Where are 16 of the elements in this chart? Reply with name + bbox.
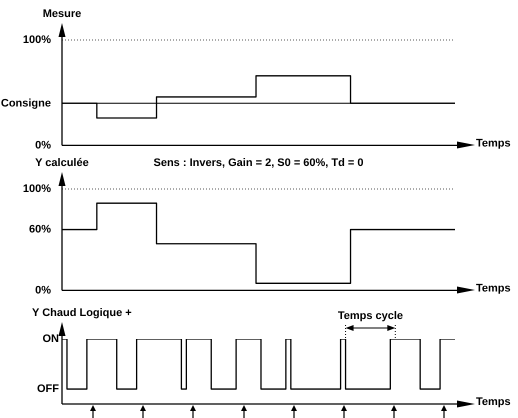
y-tick-label: 100% (22, 183, 52, 196)
x-axis-title: Temps (476, 282, 511, 294)
y-tick-label: 60% (28, 224, 52, 236)
x-axis-title: Temps (476, 137, 511, 150)
y-tick-label: Consigne (0, 97, 51, 110)
y-tick-label: 0% (35, 139, 52, 152)
y-tick-label: 0% (35, 284, 52, 296)
text: ON (42, 333, 60, 346)
y-axis-title: Y Chaud Logique + (32, 307, 132, 320)
y-tick-label: 100% (22, 34, 52, 46)
y-axis-title: Y calculée (35, 157, 89, 170)
text: OFF (37, 383, 60, 396)
x-axis-title: Temps (476, 396, 511, 408)
text: Temps cycle (338, 310, 404, 322)
chart-title: Sens : Invers, Gain = 2, S0 = 60%, Td = 0 (153, 157, 364, 170)
y-axis-title: Mesure (42, 8, 82, 20)
